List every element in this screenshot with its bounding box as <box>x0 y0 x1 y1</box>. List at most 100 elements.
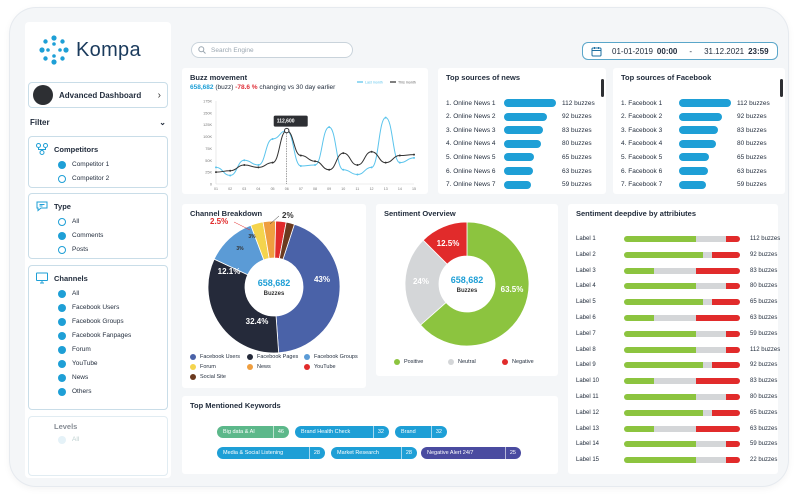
filter-option-facebook-fanpages[interactable]: Facebook Fanpages <box>58 331 161 340</box>
attribute-row[interactable]: Label 10 83 buzzes <box>576 376 777 386</box>
series-point[interactable] <box>356 173 359 176</box>
series-point[interactable] <box>398 161 401 164</box>
series-point[interactable] <box>413 156 415 159</box>
series-point[interactable] <box>299 164 302 167</box>
series-point[interactable] <box>370 150 373 153</box>
series-point[interactable] <box>229 174 232 177</box>
checkbox-checked[interactable] <box>58 345 66 354</box>
radio-unchecked[interactable] <box>58 174 66 183</box>
attribute-row[interactable]: Label 15 22 buzzes <box>576 455 777 465</box>
series-point[interactable] <box>328 168 331 171</box>
filter-option-all[interactable]: All <box>58 435 161 444</box>
series-point[interactable] <box>356 164 359 167</box>
checkbox-checked[interactable] <box>58 289 66 298</box>
legend-item[interactable]: YouTube <box>304 364 336 370</box>
series-line-last-month[interactable] <box>215 117 415 176</box>
series-point[interactable] <box>229 169 232 172</box>
source-row[interactable]: 1. Facebook 1 112 buzzes <box>621 98 770 108</box>
legend-item[interactable]: Facebook Groups <box>304 354 358 360</box>
radio-checked[interactable] <box>58 231 66 240</box>
radio-checked[interactable] <box>58 160 66 169</box>
legend-item[interactable]: Social Site <box>190 374 226 380</box>
source-row[interactable]: 5. Online News 5 65 buzzes <box>446 152 592 162</box>
legend-item[interactable]: Facebook Pages <box>247 354 298 360</box>
filter-toggle[interactable]: Filter ⌄ <box>30 118 166 127</box>
series-point[interactable] <box>243 164 246 167</box>
legend-item[interactable]: Neutral <box>448 359 476 365</box>
checkbox-checked[interactable] <box>58 317 66 326</box>
legend-item[interactable]: Forum <box>190 364 216 370</box>
attribute-row[interactable]: Label 9 92 buzzes <box>576 360 777 370</box>
dashboard-selector[interactable]: Advanced Dashboard › <box>28 82 168 108</box>
series-point[interactable] <box>314 160 316 163</box>
source-row[interactable]: 1. Online News 1 112 buzzes <box>446 98 595 108</box>
series-point[interactable] <box>215 166 217 169</box>
attribute-row[interactable]: Label 1 112 buzzes <box>576 234 780 244</box>
series-point[interactable] <box>299 154 302 157</box>
keyword-pill[interactable]: Market Research 28 <box>331 447 417 459</box>
attribute-row[interactable]: Label 8 112 buzzes <box>576 345 780 355</box>
series-point[interactable] <box>243 159 246 162</box>
legend-item[interactable]: Positive <box>394 359 423 365</box>
legend-item[interactable]: Negative <box>502 359 534 365</box>
series-point[interactable] <box>271 137 274 140</box>
source-row[interactable]: 4. Facebook 4 80 buzzes <box>621 139 767 149</box>
keyword-pill[interactable]: Brand Health Check 32 <box>295 426 389 438</box>
source-row[interactable]: 7. Facebook 7 59 buzzes <box>621 180 767 190</box>
source-row[interactable]: 4. Online News 4 80 buzzes <box>446 139 592 149</box>
radio-unchecked[interactable] <box>58 217 66 226</box>
attribute-row[interactable]: Label 11 80 buzzes <box>576 392 777 402</box>
legend-item[interactable]: News <box>247 364 271 370</box>
series-point[interactable] <box>215 171 217 174</box>
attribute-row[interactable]: Label 2 92 buzzes <box>576 250 777 260</box>
filter-option-facebook-users[interactable]: Facebook Users <box>58 303 161 312</box>
checkbox-checked[interactable] <box>58 303 66 312</box>
filter-option-all[interactable]: All <box>58 289 161 298</box>
source-row[interactable]: 7. Online News 7 59 buzzes <box>446 180 592 190</box>
series-point[interactable] <box>257 166 260 169</box>
series-point[interactable] <box>342 168 345 171</box>
series-point[interactable] <box>384 116 387 119</box>
attribute-row[interactable]: Label 6 63 buzzes <box>576 313 777 323</box>
filter-option-all[interactable]: All <box>58 217 161 226</box>
filter-option-others[interactable]: Others <box>58 387 161 396</box>
series-point[interactable] <box>257 164 260 167</box>
attribute-row[interactable]: Label 4 80 buzzes <box>576 281 777 291</box>
radio-unchecked[interactable] <box>58 245 66 254</box>
filter-option-facebook-groups[interactable]: Facebook Groups <box>58 317 161 326</box>
source-row[interactable]: 3. Facebook 3 83 buzzes <box>621 125 767 135</box>
keyword-pill[interactable]: Big data & AI 46 <box>217 426 289 438</box>
search-input[interactable]: Search Engine <box>191 42 353 58</box>
filter-option-forum[interactable]: Forum <box>58 345 161 354</box>
attribute-row[interactable]: Label 3 83 buzzes <box>576 266 777 276</box>
series-point[interactable] <box>413 153 415 156</box>
checkbox-checked[interactable] <box>58 373 66 382</box>
filter-option-news[interactable]: News <box>58 373 161 382</box>
series-point[interactable] <box>328 126 331 129</box>
checkbox-checked[interactable] <box>58 435 66 444</box>
filter-option-competitor-1[interactable]: Competitor 1 <box>58 160 161 169</box>
source-row[interactable]: 6. Online News 6 63 buzzes <box>446 166 592 176</box>
series-point[interactable] <box>384 161 387 164</box>
filter-option-youtube[interactable]: YouTube <box>58 359 161 368</box>
scrollbar[interactable] <box>780 79 783 97</box>
series-point[interactable] <box>398 154 401 157</box>
scrollbar[interactable] <box>601 79 604 97</box>
series-point[interactable] <box>370 166 373 169</box>
keyword-pill[interactable]: Brand 32 <box>395 426 447 438</box>
checkbox-checked[interactable] <box>58 359 66 368</box>
attribute-row[interactable]: Label 13 63 buzzes <box>576 424 777 434</box>
brand-logo[interactable]: Kompa <box>38 34 148 66</box>
attribute-row[interactable]: Label 7 59 buzzes <box>576 329 777 339</box>
date-range-picker[interactable]: 01-01-2019 00:00 - 31.12.2021 23:59 <box>582 42 778 60</box>
source-row[interactable]: 2. Facebook 2 92 buzzes <box>621 112 767 122</box>
source-row[interactable]: 6. Facebook 6 63 buzzes <box>621 166 767 176</box>
attribute-row[interactable]: Label 14 59 buzzes <box>576 439 777 449</box>
source-row[interactable]: 5. Facebook 5 65 buzzes <box>621 152 767 162</box>
filter-option-posts[interactable]: Posts <box>58 245 161 254</box>
series-point[interactable] <box>342 152 345 155</box>
filter-option-comments[interactable]: Comments <box>58 231 161 240</box>
source-row[interactable]: 3. Online News 3 83 buzzes <box>446 125 592 135</box>
keyword-pill[interactable]: Negative Alert 24/7 25 <box>421 447 521 459</box>
checkbox-checked[interactable] <box>58 387 66 396</box>
